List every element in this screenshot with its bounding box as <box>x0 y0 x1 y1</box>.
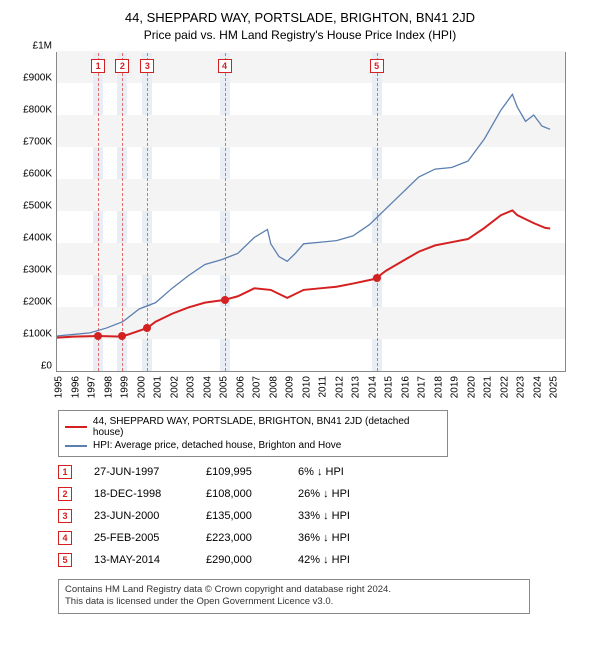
x-axis-label: 2004 <box>202 376 213 398</box>
y-axis-label: £300K <box>23 265 52 276</box>
x-axis-label: 2006 <box>235 376 246 398</box>
row-price: £135,000 <box>206 510 276 522</box>
x-axis-label: 2001 <box>153 376 164 398</box>
x-axis-label: 2003 <box>186 376 197 398</box>
table-row: 3 23-JUN-2000 £135,000 33% ↓ HPI <box>58 505 582 527</box>
x-axis-label: 2022 <box>499 376 510 398</box>
row-flag: 3 <box>58 509 72 523</box>
footer-line1: Contains HM Land Registry data © Crown c… <box>65 584 523 596</box>
x-axis-label: 2005 <box>219 376 230 398</box>
y-axis-label: £500K <box>23 201 52 212</box>
sale-dot <box>221 296 229 304</box>
x-axis-label: 2015 <box>384 376 395 398</box>
row-flag: 4 <box>58 531 72 545</box>
chart-title: 44, SHEPPARD WAY, PORTSLADE, BRIGHTON, B… <box>18 10 582 25</box>
y-axis-label: £600K <box>23 169 52 180</box>
row-date: 25-FEB-2005 <box>94 532 184 544</box>
row-diff: 42% ↓ HPI <box>298 554 388 566</box>
x-axis-label: 2013 <box>351 376 362 398</box>
y-axis-label: £0 <box>41 361 52 372</box>
table-row: 1 27-JUN-1997 £109,995 6% ↓ HPI <box>58 461 582 483</box>
event-flag: 2 <box>115 59 129 73</box>
x-axis-label: 1998 <box>103 376 114 398</box>
series-line <box>57 94 550 336</box>
row-price: £290,000 <box>206 554 276 566</box>
y-axis-label: £900K <box>23 73 52 84</box>
row-price: £108,000 <box>206 488 276 500</box>
x-axis-label: 2017 <box>417 376 428 398</box>
x-axis-label: 2010 <box>301 376 312 398</box>
y-axis-label: £700K <box>23 137 52 148</box>
x-axis-label: 2002 <box>169 376 180 398</box>
row-date: 18-DEC-1998 <box>94 488 184 500</box>
legend-label: HPI: Average price, detached house, Brig… <box>93 440 341 451</box>
x-axis-label: 2011 <box>318 376 329 398</box>
x-axis-label: 2020 <box>466 376 477 398</box>
legend-swatch <box>65 445 87 447</box>
footer-line2: This data is licensed under the Open Gov… <box>65 596 523 608</box>
row-flag: 2 <box>58 487 72 501</box>
sale-dot <box>143 324 151 332</box>
table-row: 5 13-MAY-2014 £290,000 42% ↓ HPI <box>58 549 582 571</box>
row-date: 13-MAY-2014 <box>94 554 184 566</box>
x-axis-label: 2025 <box>549 376 560 398</box>
legend-label: 44, SHEPPARD WAY, PORTSLADE, BRIGHTON, B… <box>93 416 441 438</box>
row-price: £109,995 <box>206 466 276 478</box>
event-flag: 1 <box>91 59 105 73</box>
x-axis-label: 1996 <box>70 376 81 398</box>
sale-dot <box>373 274 381 282</box>
legend-row: HPI: Average price, detached house, Brig… <box>65 439 441 452</box>
x-axis-label: 1999 <box>120 376 131 398</box>
x-axis-label: 2019 <box>450 376 461 398</box>
row-diff: 6% ↓ HPI <box>298 466 388 478</box>
row-date: 27-JUN-1997 <box>94 466 184 478</box>
sale-dot <box>118 332 126 340</box>
x-axis-label: 1995 <box>54 376 65 398</box>
x-axis-label: 2007 <box>252 376 263 398</box>
x-axis-label: 2024 <box>532 376 543 398</box>
row-flag: 5 <box>58 553 72 567</box>
x-axis-label: 2023 <box>516 376 527 398</box>
x-axis-label: 2016 <box>400 376 411 398</box>
y-axis-label: £200K <box>23 297 52 308</box>
table-row: 4 25-FEB-2005 £223,000 36% ↓ HPI <box>58 527 582 549</box>
row-diff: 36% ↓ HPI <box>298 532 388 544</box>
event-flag: 3 <box>140 59 154 73</box>
y-axis-label: £800K <box>23 105 52 116</box>
sale-dot <box>94 332 102 340</box>
table-row: 2 18-DEC-1998 £108,000 26% ↓ HPI <box>58 483 582 505</box>
x-axis-label: 2012 <box>334 376 345 398</box>
y-axis-label: £400K <box>23 233 52 244</box>
series-line <box>57 210 550 337</box>
y-axis-label: £100K <box>23 329 52 340</box>
x-axis-label: 1997 <box>87 376 98 398</box>
legend-swatch <box>65 426 87 428</box>
x-axis-label: 2021 <box>483 376 494 398</box>
y-axis-label: £1M <box>33 41 52 52</box>
row-flag: 1 <box>58 465 72 479</box>
row-diff: 33% ↓ HPI <box>298 510 388 522</box>
event-flag: 5 <box>370 59 384 73</box>
sales-table: 1 27-JUN-1997 £109,995 6% ↓ HPI 2 18-DEC-1998… <box>58 461 582 571</box>
x-axis-label: 2014 <box>367 376 378 398</box>
x-axis-label: 2008 <box>268 376 279 398</box>
footer: Contains HM Land Registry data © Crown c… <box>58 579 530 614</box>
row-date: 23-JUN-2000 <box>94 510 184 522</box>
legend-row: 44, SHEPPARD WAY, PORTSLADE, BRIGHTON, B… <box>65 415 441 439</box>
chart-subtitle: Price paid vs. HM Land Registry's House … <box>18 28 582 42</box>
row-diff: 26% ↓ HPI <box>298 488 388 500</box>
event-flag: 4 <box>218 59 232 73</box>
row-price: £223,000 <box>206 532 276 544</box>
chart-area: £0 £100K £200K £300K £400K £500K £600K £700K £80… <box>18 52 582 404</box>
x-axis-label: 2009 <box>285 376 296 398</box>
plot: 123 4 5 <box>56 52 566 372</box>
x-axis-label: 2018 <box>433 376 444 398</box>
legend: 44, SHEPPARD WAY, PORTSLADE, BRIGHTON, B… <box>58 410 448 457</box>
x-axis-label: 2000 <box>136 376 147 398</box>
